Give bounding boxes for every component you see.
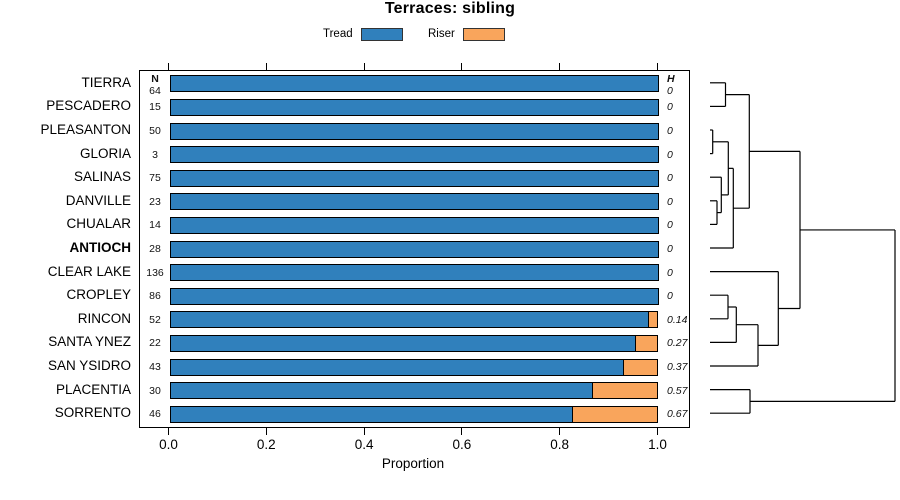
top-tick xyxy=(461,63,463,70)
n-value: 52 xyxy=(149,313,161,326)
x-tick-label: 0.4 xyxy=(354,437,374,452)
tread-bar-segment xyxy=(169,358,625,376)
bottom-tick xyxy=(363,428,365,435)
top-tick xyxy=(167,63,170,70)
row-label: CROPLEY xyxy=(66,287,131,303)
h-value: 0 xyxy=(667,219,673,232)
h-value: 0 xyxy=(667,172,673,185)
row-label: PLACENTIA xyxy=(55,381,131,397)
x-tick-label: 1.0 xyxy=(648,437,667,452)
n-value: 43 xyxy=(149,361,161,373)
riser-bar-segment xyxy=(572,405,659,423)
n-value: 50 xyxy=(149,125,161,137)
legend-riser-label: Riser xyxy=(428,28,455,40)
riser-bar-segment xyxy=(635,334,659,352)
n-value: 136 xyxy=(146,266,164,279)
legend-tread-swatch xyxy=(360,27,403,41)
top-tick xyxy=(265,63,267,70)
tread-bar-segment xyxy=(169,169,659,187)
h-value: 0 xyxy=(667,125,673,137)
riser-bar-segment xyxy=(592,382,659,400)
row-label: SANTA YNEZ xyxy=(48,334,131,350)
tread-bar-segment xyxy=(169,311,650,329)
h-value: 0 xyxy=(667,266,673,279)
x-tick-label: 0.8 xyxy=(550,437,570,452)
row-label: GLORIA xyxy=(79,145,131,161)
x-tick-label: 0.6 xyxy=(452,437,472,452)
top-tick xyxy=(656,63,659,70)
h-column-header: H xyxy=(667,73,675,85)
legend-tread-label: Tread xyxy=(323,28,353,40)
n-value: N 64 xyxy=(149,73,161,97)
legend-riser-swatch xyxy=(462,27,505,41)
bottom-tick xyxy=(656,428,659,435)
top-tick xyxy=(363,63,365,70)
h-value: 0 xyxy=(667,243,673,255)
tread-bar-segment xyxy=(169,193,659,211)
h-value: 0.37 xyxy=(667,361,688,373)
n-column-header: N xyxy=(151,73,159,85)
plot-area: N 64 H 0 15 0 50 0 3 0 75 0 23 0 14 0 28 0 136 0 86 0 52 0.14 22… xyxy=(139,70,690,428)
tread-bar-segment xyxy=(169,264,659,282)
n-value: 75 xyxy=(149,172,161,185)
chart-title: Terraces: sibling xyxy=(384,0,516,17)
h-value: 0.27 xyxy=(667,337,688,350)
n-value: 28 xyxy=(149,243,161,255)
n-value: 15 xyxy=(149,101,161,114)
tread-bar-segment xyxy=(169,382,594,400)
bottom-tick xyxy=(461,428,463,435)
h-value: 0 xyxy=(667,290,673,303)
row-label: SAN YSIDRO xyxy=(47,358,131,373)
tread-bar-segment xyxy=(169,240,659,258)
legend-item-riser: Riser xyxy=(428,26,505,42)
row-label: PLEASANTON xyxy=(40,122,131,137)
n-value: 3 xyxy=(152,148,158,161)
row-label: SALINAS xyxy=(73,169,131,185)
row-label: TIERRA xyxy=(81,74,131,90)
tread-bar-segment xyxy=(169,122,659,140)
x-tick-label: 0.0 xyxy=(159,437,178,452)
n-value: 22 xyxy=(149,337,161,350)
row-label: RINCON xyxy=(77,310,131,326)
tread-bar-segment xyxy=(169,287,659,305)
row-label: SORRENTO xyxy=(54,405,131,421)
tread-bar-segment xyxy=(169,334,637,352)
bottom-tick xyxy=(559,428,561,435)
h-value: 0 xyxy=(667,101,673,114)
n-value: 14 xyxy=(149,219,161,232)
x-axis-title: Proportion xyxy=(381,456,445,471)
tread-bar-segment xyxy=(169,216,659,234)
n-value: 30 xyxy=(149,384,161,397)
h-value: 0 xyxy=(667,195,673,208)
tread-bar-segment xyxy=(169,146,659,164)
tread-bar-segment xyxy=(169,405,574,423)
riser-bar-segment xyxy=(623,358,659,376)
h-value: 0.14 xyxy=(667,313,688,326)
row-label: DANVILLE xyxy=(65,192,131,208)
bottom-tick xyxy=(265,428,267,435)
h-value: 0.67 xyxy=(667,408,688,421)
tread-bar-segment xyxy=(169,98,659,116)
h-value: 0 xyxy=(667,148,673,161)
row-label: ANTIOCH xyxy=(69,240,132,255)
tread-bar-segment xyxy=(169,75,659,93)
row-label: PESCADERO xyxy=(46,98,131,114)
riser-bar-segment xyxy=(648,311,659,329)
top-tick xyxy=(559,63,561,70)
n-value: 86 xyxy=(149,290,161,303)
legend-item-tread: Tread xyxy=(323,26,403,42)
x-tick-label: 0.2 xyxy=(256,437,276,452)
dendrogram xyxy=(710,82,896,414)
row-label: CHUALAR xyxy=(66,216,131,232)
n-value: 46 xyxy=(149,408,161,421)
bottom-tick xyxy=(167,428,170,435)
h-value: 0.57 xyxy=(667,384,688,397)
row-label: CLEAR LAKE xyxy=(47,263,131,279)
n-value: 23 xyxy=(149,195,161,208)
